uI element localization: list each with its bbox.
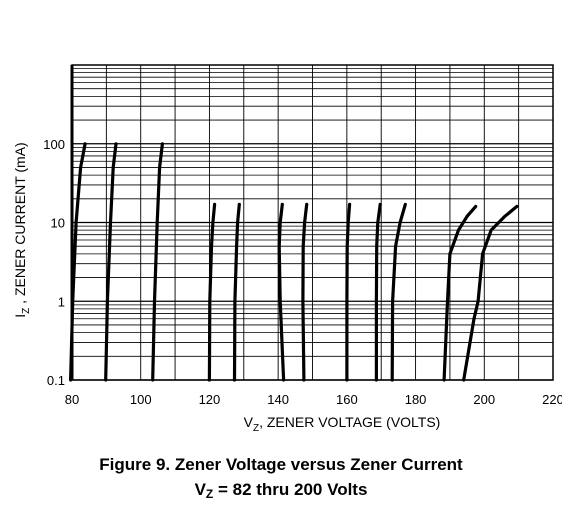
zener-curve-3 — [151, 142, 164, 382]
zener-curve-4 — [207, 202, 217, 382]
x-tick-labels: 80 100 120 140 160 180 200 220 — [65, 392, 562, 407]
y-axis-label: IZ , ZENER CURRENT (mA) — [12, 142, 32, 317]
figure-caption: Figure 9. Zener Voltage versus Zener Cur… — [99, 455, 463, 474]
zener-curve-11 — [442, 204, 478, 382]
figure-subcaption: VZ = 82 thru 200 Volts — [194, 480, 368, 501]
y-tick-label: 0.1 — [47, 373, 65, 388]
zener-curve-12 — [462, 204, 519, 382]
zener-curve-8 — [345, 202, 352, 382]
zener-curve-9 — [374, 202, 382, 382]
x-tick-label: 160 — [336, 392, 358, 407]
zener-curve-6 — [277, 202, 286, 382]
x-tick-label: 120 — [199, 392, 221, 407]
y-tick-label: 1 — [58, 294, 65, 309]
x-tick-label: 140 — [267, 392, 289, 407]
x-tick-label: 220 — [542, 392, 562, 407]
x-tick-label: 80 — [65, 392, 79, 407]
x-axis-label: VZ, ZENER VOLTAGE (VOLTS) — [244, 414, 441, 434]
y-tick-label: 10 — [51, 216, 65, 231]
y-tick-label: 100 — [43, 137, 65, 152]
zener-curve-5 — [232, 202, 241, 382]
zener-curve-10 — [390, 202, 407, 382]
x-tick-label: 100 — [130, 392, 152, 407]
zener-curve-7 — [301, 202, 309, 382]
x-tick-label: 200 — [473, 392, 495, 407]
zener-chart: 80 100 120 140 160 180 200 220 0.1 1 10 100 VZ, ZE… — [12, 64, 562, 434]
zener-curve-1 — [68, 142, 87, 382]
x-tick-label: 180 — [405, 392, 427, 407]
curves — [68, 142, 519, 382]
y-tick-labels: 0.1 1 10 100 — [43, 137, 65, 388]
zener-curve-2 — [104, 142, 118, 382]
